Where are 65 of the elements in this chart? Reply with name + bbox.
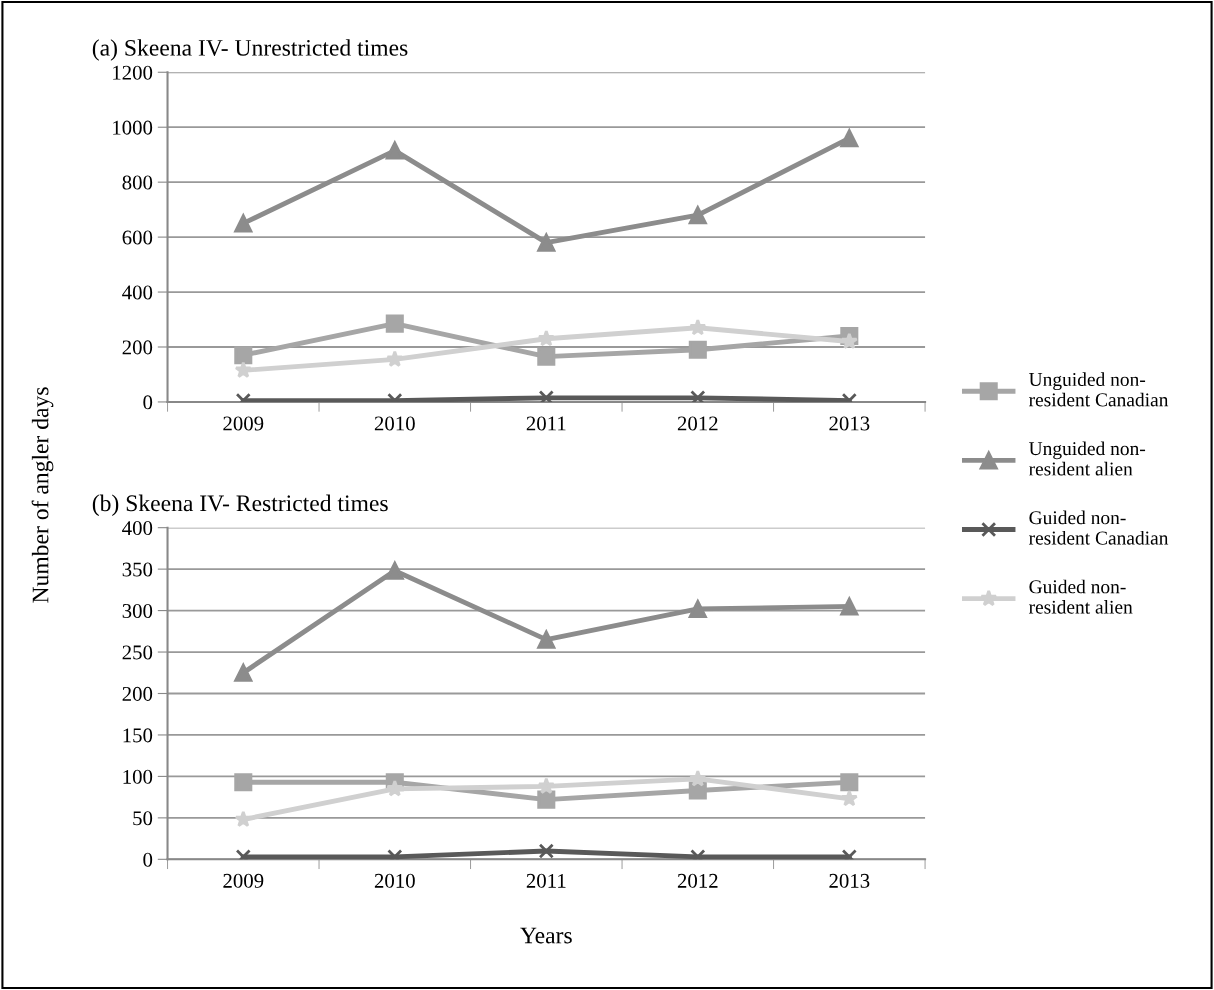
point [537,233,556,252]
y-tick-label: 150 [123,728,153,743]
point [386,350,404,367]
point [688,781,707,800]
y-tick-label: 100 [123,769,153,784]
point [537,347,556,366]
point [840,129,859,148]
y-tick-label: 250 [122,645,153,660]
chart-title: (a) Skeena IV- Unrestricted times [92,39,408,61]
x-tick-label: 2013 [829,416,870,431]
point [840,332,858,350]
x-tick-label: 2012 [677,416,718,431]
point [688,206,707,225]
point [690,390,706,402]
point [840,773,859,792]
y-tick-label: 1000 [113,120,153,135]
y-tick-label: 0 [143,852,153,867]
point [234,810,252,828]
legend-label: Unguided non-resident Canadian [1028,372,1169,407]
x-tick-label: 2012 [677,873,718,888]
y-tick-label: 800 [122,175,153,190]
point [385,141,404,160]
point [386,779,404,797]
point [234,346,253,365]
point [234,773,253,792]
y-tick-label: 300 [122,603,153,619]
y-tick-label: 400 [122,521,153,536]
point [538,390,554,402]
point [537,777,555,794]
x-tick-label: 2009 [223,416,264,431]
x-tick-label: 2010 [374,873,415,888]
y-tick-label: 350 [122,562,153,577]
point [385,314,404,333]
point [688,340,707,359]
y-tick-label: 200 [122,340,153,355]
point [688,599,707,618]
point [689,769,707,787]
x-tick-label: 2011 [526,416,566,431]
point [234,214,253,233]
legend-label: Guided non-resident Canadian [1028,510,1169,545]
point [538,843,554,859]
chart-title: (b) Skeena IV- Restricted times [92,494,388,517]
point [840,597,859,616]
point [234,361,252,378]
point [840,789,858,807]
y-tick-label: 0 [143,395,153,410]
legend-label: Unguided non-resident alien [1028,441,1146,476]
y-axis-title: Number of angler days [31,387,54,603]
y-tick-label: 1200 [113,65,153,80]
x-tick-label: 2010 [374,416,415,431]
x-tick-label: 2009 [223,873,264,888]
x-tick-label: 2013 [829,873,870,888]
y-tick-label: 50 [133,811,153,826]
point [689,318,707,336]
point [537,630,556,649]
y-tick-label: 200 [122,686,153,701]
point [234,663,253,682]
y-tick-label: 600 [122,230,153,245]
y-tick-label: 400 [122,285,153,300]
x-axis-title: Years [520,927,572,944]
point [537,790,556,809]
legend-label: Guided non-resident alien [1028,579,1133,614]
x-tick-label: 2011 [526,873,566,888]
point [385,561,404,580]
point [537,329,555,347]
